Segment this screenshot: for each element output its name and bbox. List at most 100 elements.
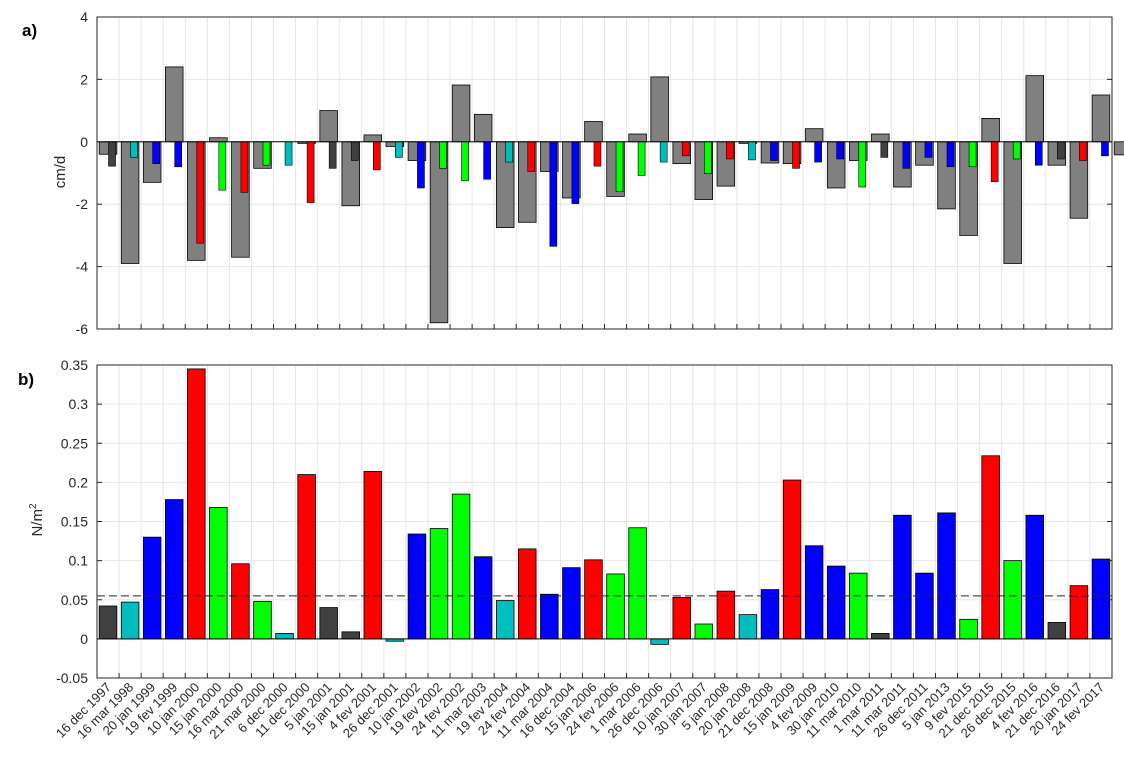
panel-a-y-axis-label: cm/d	[52, 156, 69, 189]
stress-bar	[209, 507, 228, 640]
velocity-bar-outer	[584, 121, 603, 143]
stress-bar	[915, 572, 934, 640]
y-tick-label: -4	[76, 259, 89, 275]
stress-bar	[187, 368, 206, 640]
velocity-bar-inner	[373, 141, 381, 171]
velocity-bar-inner	[196, 141, 205, 244]
velocity-bar-inner	[328, 141, 337, 169]
panel-b-y-ticks: -0.05 0 0.05 0.1 0.15 0.2 0.25 0.3 0.35	[56, 357, 1112, 686]
stress-bar	[297, 474, 316, 640]
stress-bar	[893, 514, 912, 640]
velocity-bar-inner	[461, 141, 469, 182]
velocity-bar-inner	[1012, 141, 1021, 160]
stress-bar	[562, 567, 581, 640]
stress-bar	[1091, 558, 1111, 640]
velocity-bar-outer	[804, 128, 824, 143]
panel-b-y-axis-unit: N/m	[29, 509, 46, 537]
stress-bar	[341, 631, 360, 640]
velocity-bar-outer	[473, 113, 493, 143]
stress-bar	[871, 632, 890, 640]
stress-bar	[231, 563, 250, 640]
y-tick-label: 0	[80, 134, 88, 150]
velocity-bar-inner	[681, 141, 690, 157]
y-tick-label: 0.2	[69, 474, 89, 490]
velocity-bar-inner	[505, 141, 514, 163]
velocity-bar-outer	[165, 66, 184, 143]
velocity-bar-inner	[549, 141, 558, 247]
panel-b-label: b)	[18, 370, 34, 389]
stress-bar	[716, 590, 736, 640]
stress-bar	[694, 623, 714, 640]
stress-bar	[1069, 585, 1089, 640]
y-tick-label: 0.3	[69, 396, 89, 412]
velocity-bar-inner	[1101, 141, 1109, 157]
velocity-bar-outer	[1091, 94, 1111, 143]
velocity-bar-inner	[130, 141, 138, 158]
y-tick-label: -0.05	[56, 670, 88, 686]
velocity-bar-inner	[240, 141, 249, 193]
y-tick-label: 0	[80, 631, 88, 647]
stress-bar	[473, 556, 493, 640]
stress-bar	[1025, 514, 1044, 640]
y-tick-label: -6	[76, 321, 89, 337]
y-tick-label: 0.35	[61, 357, 88, 373]
velocity-bar-inner	[748, 141, 756, 161]
stress-bar	[738, 614, 758, 640]
velocity-bar-outer	[451, 84, 471, 143]
stress-bar	[672, 597, 691, 640]
stress-bar	[495, 600, 515, 640]
stress-bar	[959, 618, 978, 640]
panel-a-label: a)	[22, 21, 37, 40]
velocity-bar-inner	[814, 141, 822, 163]
velocity-bar-inner	[152, 141, 160, 164]
stress-bar	[120, 601, 140, 640]
velocity-bar-outer	[650, 76, 669, 143]
stress-bar	[407, 533, 427, 640]
velocity-bar-inner	[527, 141, 536, 172]
stress-bar	[804, 545, 824, 640]
velocity-bar-inner	[659, 141, 668, 163]
velocity-bar-outer	[981, 118, 1000, 143]
stress-bar	[782, 479, 802, 640]
stress-bar	[606, 573, 625, 640]
stress-bar	[253, 600, 272, 640]
y-tick-label: 4	[80, 9, 88, 25]
velocity-bar-inner	[726, 141, 734, 160]
velocity-bar-outer	[319, 110, 338, 143]
velocity-bar-inner	[615, 141, 624, 193]
velocity-bar-inner	[924, 141, 933, 158]
y-tick-label: 0.25	[61, 435, 88, 451]
velocity-bar-inner	[284, 141, 293, 166]
stress-bar	[628, 527, 647, 640]
velocity-bar-inner	[218, 141, 227, 191]
stress-bar	[275, 632, 294, 640]
velocity-bar-inner	[417, 141, 425, 189]
stress-bar	[142, 536, 162, 640]
velocity-bar-inner	[637, 141, 646, 176]
stress-bar	[540, 593, 559, 640]
velocity-bar-inner	[770, 141, 778, 161]
velocity-bar-inner	[395, 141, 403, 158]
y-tick-label: 0.1	[69, 553, 89, 569]
stress-bar	[1003, 560, 1022, 640]
velocity-bar-outer	[628, 133, 647, 143]
panel-a-bars	[97, 66, 1124, 324]
stress-bar	[826, 565, 846, 640]
panel-b-frame	[96, 364, 1113, 679]
panel-a-y-ticks: -6 -4 -2 0 2 4	[76, 9, 1113, 337]
velocity-bar-outer	[429, 141, 449, 324]
velocity-bar-inner	[902, 141, 911, 169]
velocity-bar-inner	[858, 141, 867, 188]
stress-bar	[518, 548, 537, 640]
stress-bar	[937, 512, 956, 640]
panel-b: -0.05 0 0.05 0.1 0.15 0.2 0.25 0.3 0.35 16 dec 1…	[18, 357, 1113, 742]
velocity-bar-inner	[571, 141, 580, 204]
velocity-bar-inner	[306, 141, 315, 203]
stress-bar	[429, 528, 449, 640]
panel-a: -6 -4 -2 0 2 4 a) cm/d	[22, 9, 1124, 337]
velocity-bar-inner	[439, 141, 447, 169]
velocity-bar-inner	[1057, 141, 1065, 160]
y-tick-label: -2	[76, 196, 89, 212]
stress-bar	[981, 455, 1000, 640]
